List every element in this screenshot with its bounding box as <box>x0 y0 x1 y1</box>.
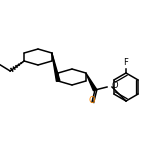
Text: O: O <box>89 96 95 105</box>
Polygon shape <box>52 53 60 81</box>
Polygon shape <box>86 73 97 91</box>
Text: O: O <box>111 81 118 90</box>
Text: F: F <box>124 58 128 67</box>
